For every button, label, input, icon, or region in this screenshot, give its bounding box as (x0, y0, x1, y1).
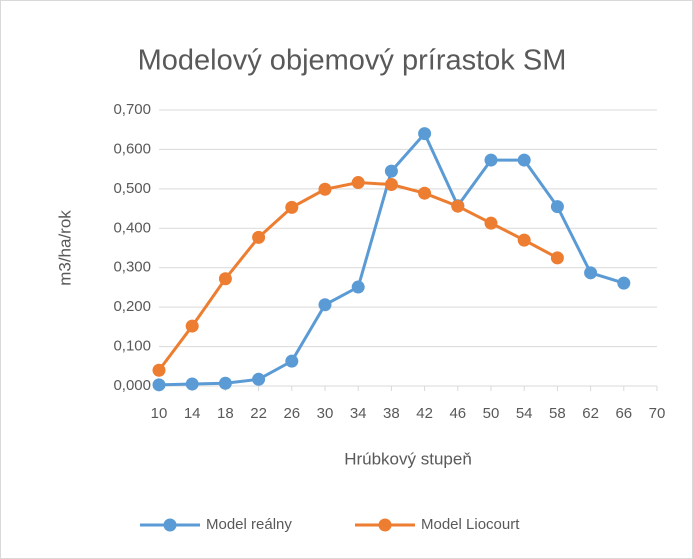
data-point (185, 377, 199, 391)
data-point (484, 216, 498, 230)
data-point (550, 200, 564, 214)
x-tick-label: 42 (416, 405, 433, 422)
x-tick-label: 26 (283, 405, 300, 422)
y-tick-label: 0,700 (113, 101, 151, 118)
x-tick-label: 14 (184, 405, 201, 422)
x-tick-label: 22 (250, 405, 267, 422)
data-point (418, 186, 432, 200)
data-point (218, 272, 232, 286)
x-tick-label: 58 (549, 405, 566, 422)
data-point (285, 354, 299, 368)
data-point (318, 298, 332, 312)
y-tick-label: 0,100 (113, 338, 151, 355)
data-point (185, 319, 199, 333)
y-tick-label: 0,300 (113, 259, 151, 276)
y-tick-label: 0,500 (113, 180, 151, 197)
data-point (252, 372, 266, 386)
data-point (318, 182, 332, 196)
y-tick-label: 0,400 (113, 219, 151, 236)
y-tick-label: 0,200 (113, 298, 151, 315)
data-point (384, 164, 398, 178)
x-tick-label: 18 (217, 405, 234, 422)
y-tick-label: 0,000 (113, 377, 151, 394)
data-point (152, 363, 166, 377)
y-tick-label: 0,600 (113, 140, 151, 157)
legend-label: Model Liocourt (421, 516, 520, 533)
x-tick-label: 54 (516, 405, 533, 422)
data-point (617, 276, 631, 290)
x-axis-label: Hrúbkový stupeň (344, 449, 472, 468)
chart-title: Modelový objemový prírastok SM (138, 45, 567, 77)
data-point (384, 178, 398, 192)
legend-label: Model reálny (206, 516, 292, 533)
legend-marker (163, 518, 177, 532)
data-point (152, 378, 166, 392)
x-tick-label: 46 (449, 405, 466, 422)
x-tick-label: 70 (649, 405, 666, 422)
data-point (517, 233, 531, 247)
x-tick-label: 66 (615, 405, 632, 422)
legend-marker (378, 518, 392, 532)
y-axis-label: m3/ha/rok (55, 210, 74, 286)
data-point (418, 127, 432, 141)
data-point (351, 176, 365, 190)
x-tick-label: 38 (383, 405, 400, 422)
x-tick-label: 34 (350, 405, 367, 422)
x-tick-label: 30 (317, 405, 334, 422)
data-point (252, 230, 266, 244)
data-point (517, 153, 531, 167)
data-point (218, 376, 232, 390)
data-point (584, 266, 598, 280)
x-tick-label: 50 (483, 405, 500, 422)
data-point (550, 251, 564, 265)
x-tick-label: 10 (151, 405, 168, 422)
data-point (285, 200, 299, 214)
data-point (451, 199, 465, 213)
data-point (484, 153, 498, 167)
x-tick-label: 62 (582, 405, 599, 422)
data-point (351, 280, 365, 294)
